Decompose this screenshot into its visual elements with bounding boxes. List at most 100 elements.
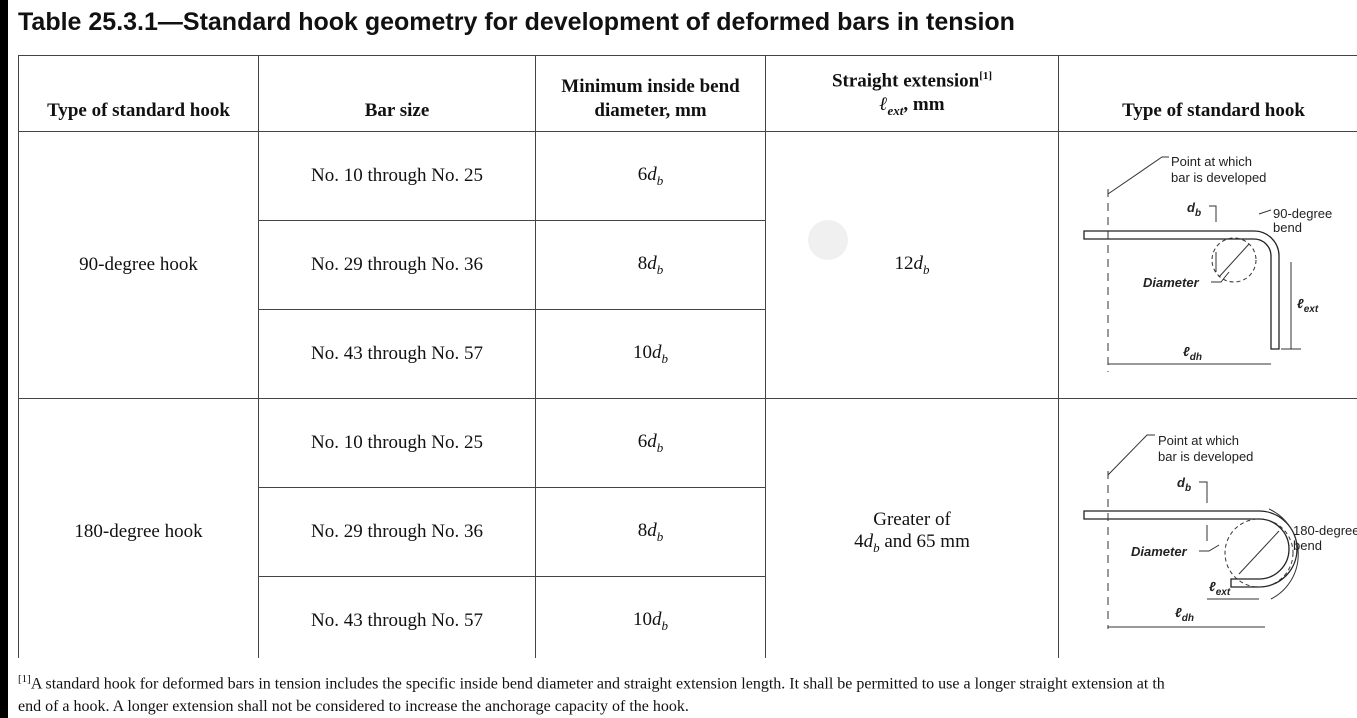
subscript: b xyxy=(656,261,664,277)
coefficient: 6 xyxy=(637,163,648,185)
subscript-wrap: b xyxy=(661,609,669,633)
figure-cell: Point at which bar is developed db 90-degre… xyxy=(1058,131,1357,399)
label: Point at which xyxy=(1158,433,1239,448)
bar-size-cell: No. 43 through No. 57 xyxy=(258,576,536,658)
bar-size-cell: No. 10 through No. 25 xyxy=(258,131,536,221)
header-cell: Straight extension[1] ℓext, mm xyxy=(765,55,1059,132)
symbol: d xyxy=(647,252,657,274)
row: 180-degree hook No. 10 through No. 25 6db G… xyxy=(18,398,1357,658)
bend-arc xyxy=(1268,508,1299,600)
header-cell: Type of standard hook xyxy=(1058,55,1357,132)
leader xyxy=(1199,481,1208,503)
subscript: b xyxy=(661,350,669,366)
row: No. 43 through No. 57 10db xyxy=(19,576,1357,658)
subscript-wrap: b xyxy=(661,342,669,366)
note-marker: [1] xyxy=(979,69,993,82)
leader xyxy=(1211,271,1230,283)
diameter-cell: 8db xyxy=(535,220,766,310)
coefficient: 10 xyxy=(633,608,652,630)
diameter-line xyxy=(1218,243,1250,278)
subscript-wrap: b xyxy=(873,531,880,555)
diameter-cell: 6db xyxy=(535,398,766,488)
bar-size-cell: No. 10 through No. 25 xyxy=(258,398,536,488)
footnote-line: A standard hook for deformed bars in ten… xyxy=(30,675,1165,693)
diameter-cell: 8db xyxy=(535,487,766,577)
bar-size-cell: No. 29 through No. 36 xyxy=(258,220,536,310)
title: Table 25.3.1—Standard hook geometry for … xyxy=(18,8,1015,36)
symbol: d xyxy=(1177,475,1186,490)
subscript: dh xyxy=(1190,352,1202,363)
footnote: [1]A standard hook for deformed bars in … xyxy=(18,668,1357,718)
symbol: ℓ xyxy=(1175,605,1182,620)
subscript-wrap: b xyxy=(923,253,930,277)
coefficient: 8 xyxy=(637,252,648,274)
label-lext: ℓext xyxy=(1297,296,1319,315)
footnote-line: end of a hook. A longer extension shall … xyxy=(18,698,689,716)
dashed-circle xyxy=(1224,518,1294,588)
label: Point at which xyxy=(1171,154,1252,169)
leader xyxy=(1199,544,1220,552)
extension-cell: 12db xyxy=(765,131,1059,399)
subscript: b xyxy=(656,439,664,455)
hook-bar xyxy=(1083,230,1280,350)
leader xyxy=(1209,205,1217,222)
leader xyxy=(1107,434,1155,476)
header-text: Minimum inside bend xyxy=(561,76,740,97)
label-db: db xyxy=(1177,475,1191,494)
row: No. 43 through No. 57 10db xyxy=(19,309,1357,399)
coefficient: 12 xyxy=(894,252,914,274)
label: bar is developed xyxy=(1171,170,1266,185)
subscript: dh xyxy=(1182,613,1194,624)
hook-bar xyxy=(1083,510,1298,588)
figure-cell: Point at which bar is developed db 180-degr… xyxy=(1058,398,1357,658)
diameter-cell: 6db xyxy=(535,131,766,221)
footnote-marker: [1] xyxy=(18,673,31,685)
symbol: ℓ xyxy=(1183,344,1190,359)
symbol: d xyxy=(647,519,657,541)
subscript: b xyxy=(1195,208,1201,219)
header-cell: Type of standard hook xyxy=(18,55,259,132)
leader xyxy=(1107,156,1169,195)
header-cell: Bar size xyxy=(258,55,536,132)
subscript-wrap: b xyxy=(657,520,664,543)
table: Type of standard hook Bar size Minimum i… xyxy=(18,55,1357,658)
hook-type-cell: 180-degree hook xyxy=(18,398,259,658)
symbol: ℓ xyxy=(1297,296,1304,311)
label-db: db xyxy=(1187,200,1201,219)
diameter-cell: 10db xyxy=(535,576,766,658)
coefficient: 10 xyxy=(633,341,652,363)
table-wrap: Type of standard hook Bar size Minimum i… xyxy=(18,55,1357,658)
label: bend xyxy=(1273,220,1302,235)
coefficient: 4 xyxy=(854,530,864,552)
subscript: b xyxy=(1185,483,1191,494)
label-ldh: ℓdh xyxy=(1183,344,1202,363)
diameter-cell: 10db xyxy=(535,309,766,399)
subscript: b xyxy=(923,261,930,277)
text: and 65 mm xyxy=(879,530,970,552)
subscript: b xyxy=(656,172,664,188)
dashed-circle xyxy=(1211,237,1257,283)
subscript-wrap: b xyxy=(656,164,664,188)
symbol: d xyxy=(863,530,874,552)
bar-size-cell: No. 29 through No. 36 xyxy=(258,487,536,577)
row: No. 29 through No. 36 8db xyxy=(19,487,1357,577)
bar-size-cell: No. 43 through No. 57 xyxy=(258,309,536,399)
text: Greater of xyxy=(873,508,951,530)
subscript: ext xyxy=(1304,304,1319,315)
label: 180-degree xyxy=(1293,523,1357,538)
row: 90-degree hook No. 10 through No. 25 6db 12… xyxy=(18,131,1357,399)
label: Diameter xyxy=(1143,275,1200,290)
symbol: d xyxy=(652,341,662,363)
subscript: b xyxy=(661,617,669,633)
header-text: Straight extension xyxy=(831,70,980,92)
header-cell: Minimum inside bend diameter, mm xyxy=(535,55,766,132)
label: Diameter xyxy=(1131,544,1188,559)
unit: , mm xyxy=(903,94,945,116)
subscript: ext xyxy=(1216,587,1231,598)
subscript: b xyxy=(873,539,880,555)
symbol: d xyxy=(1187,200,1196,215)
label: 90-degree xyxy=(1273,206,1332,221)
symbol: ℓ xyxy=(879,94,888,116)
